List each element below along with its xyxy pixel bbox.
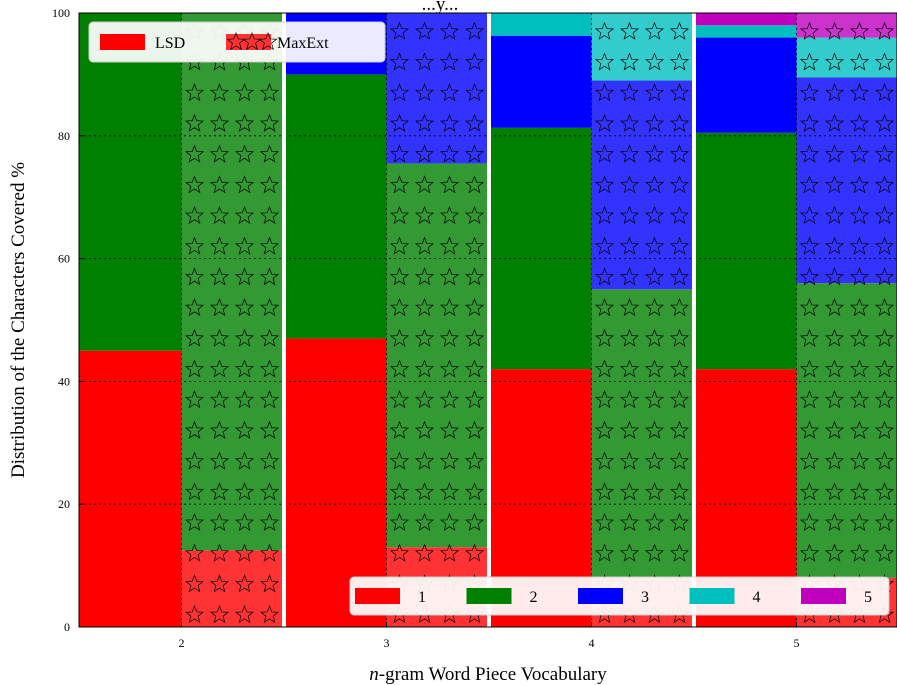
- bar-segment-maxext-5-series-4: [796, 37, 897, 78]
- bar-segment-lsd-5-series-4: [694, 25, 797, 38]
- method-legend-swatch-maxext: [226, 34, 271, 50]
- x-axis-label-italic: n: [369, 664, 379, 685]
- series-legend-label-3: 3: [641, 589, 649, 606]
- x-axis-ticks: 2 3 4 5: [179, 622, 800, 650]
- y-axis-ticks: 0 20 40 60 80 100: [52, 6, 84, 634]
- method-legend: LSD MaxExt: [88, 21, 386, 63]
- y-tick-label-60: 60: [58, 252, 70, 266]
- bar-segment-lsd-5-series-2: [694, 132, 797, 370]
- series-legend-swatch-3: [578, 588, 623, 604]
- bar-segment-maxext-2-series-2: [181, 13, 284, 551]
- series-legend: 1 2 3 4 5: [349, 576, 890, 616]
- x-axis-label-rest: -gram Word Piece Vocabulary: [379, 664, 607, 685]
- method-legend-stars: [226, 32, 278, 51]
- gridlines: [79, 13, 897, 627]
- bar-segment-maxext-2-series-1: [181, 550, 284, 627]
- series-legend-label-4: 4: [753, 589, 761, 606]
- plot-frame: [78, 12, 897, 628]
- y-tick-label-20: 20: [58, 497, 70, 511]
- y-tick-label-40: 40: [58, 374, 70, 388]
- x-tick-label-2: 2: [179, 636, 185, 650]
- bar-segment-maxext-3-series-2: [386, 163, 489, 548]
- bar-segment-maxext-3-series-3: [386, 13, 489, 164]
- series-legend-swatch-4: [689, 588, 735, 604]
- bar-segment-lsd-4-series-3: [489, 35, 592, 128]
- method-legend-swatch-lsd: [100, 34, 145, 50]
- method-legend-label-lsd: LSD: [155, 35, 185, 52]
- series-legend-label-5: 5: [864, 589, 872, 606]
- bar-segment-lsd-5-series-5: [694, 13, 797, 26]
- x-tick-label-3: 3: [384, 636, 390, 650]
- bar-segment-maxext-5-series-5: [796, 13, 897, 38]
- y-tick-label-0: 0: [64, 620, 70, 634]
- series-legend-swatch-2: [466, 588, 512, 604]
- chart-title: ...y...: [422, 0, 459, 15]
- y-tick-label-100: 100: [52, 6, 70, 20]
- bar-segment-lsd-4-series-2: [489, 127, 592, 370]
- bar-segment-lsd-3-series-2: [284, 74, 387, 339]
- y-tick-label-80: 80: [58, 129, 70, 143]
- bar-segment-maxext-4-series-3: [591, 80, 694, 290]
- plot-area: [79, 13, 897, 627]
- bar-segment-lsd-2-series-2: [79, 13, 182, 351]
- series-legend-label-1: 1: [418, 589, 426, 606]
- series-legend-swatch-1: [355, 588, 400, 604]
- group-separators: [282, 13, 696, 627]
- y-axis-label: Distribution of the Characters Covered %: [8, 162, 29, 478]
- x-axis-label: n-gram Word Piece Vocabulary: [369, 664, 607, 685]
- bar-segment-maxext-5-series-2: [796, 283, 897, 578]
- series-legend-label-2: 2: [530, 589, 538, 606]
- bar-segment-maxext-4-series-4: [591, 13, 694, 81]
- method-legend-label-maxext: MaxExt: [277, 35, 329, 52]
- bar-segment-lsd-2-series-1: [79, 350, 182, 627]
- bar-segment-lsd-5-series-3: [694, 37, 797, 133]
- x-tick-label-5: 5: [794, 636, 800, 650]
- bar-segment-lsd-4-series-4: [489, 13, 592, 36]
- x-tick-label-4: 4: [589, 636, 595, 650]
- series-legend-swatch-5: [801, 588, 846, 604]
